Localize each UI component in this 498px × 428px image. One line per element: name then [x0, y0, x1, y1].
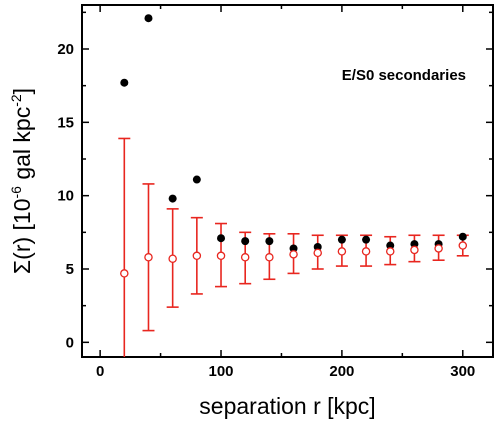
y-tick-label: 15 — [57, 114, 74, 131]
open-data-point — [240, 253, 250, 262]
y-tick-label: 20 — [57, 41, 74, 58]
filled-data-point — [289, 244, 298, 253]
axis-ticks — [82, 5, 493, 357]
open-data-point — [313, 248, 322, 258]
open-data-point — [410, 245, 419, 255]
open-data-point — [337, 247, 347, 256]
y-tick-label: 10 — [57, 188, 74, 205]
filled-data-point — [217, 234, 226, 243]
tick-labels: 0 100 200 300 0 5 10 15 20 — [57, 41, 475, 380]
filled-data-point — [458, 232, 467, 241]
y-axis-title-exponent-2: -2 — [8, 94, 24, 107]
filled-data-point — [386, 241, 395, 250]
y-axis-title-middle: gal kpc — [9, 107, 35, 186]
filled-data-point — [337, 235, 346, 244]
y-tick-label: 0 — [66, 334, 74, 351]
open-data-point — [120, 269, 129, 278]
x-tick-label: 0 — [96, 363, 104, 380]
x-tick-label: 300 — [450, 363, 475, 380]
x-axis-title: separation r [kpc] — [199, 393, 375, 419]
y-axis-title-prefix: Σ(r) [10 — [9, 199, 35, 275]
filled-data-point — [192, 175, 201, 184]
open-data-point — [361, 247, 371, 256]
filled-data-point — [144, 14, 153, 23]
open-data-point — [265, 253, 274, 262]
open-data-point — [144, 253, 153, 262]
open-data-point — [458, 241, 468, 250]
filled-data-point — [120, 78, 129, 87]
filled-data-point — [362, 235, 371, 244]
open-data-point — [168, 254, 177, 263]
open-data-point — [216, 251, 226, 261]
open-data-point — [385, 247, 395, 256]
open-data-point — [289, 250, 298, 259]
filled-data-point — [313, 243, 322, 251]
x-tick-label: 200 — [329, 363, 354, 380]
y-axis-title-suffix: ] — [9, 88, 35, 94]
filled-data-point — [241, 237, 250, 246]
open-data-point — [192, 251, 202, 261]
y-axis-title-exponent-1: -6 — [8, 186, 24, 199]
y-axis-title: Σ(r) [10-6 gal kpc-2] — [8, 88, 35, 274]
chart-annotation: E/S0 secondaries — [342, 67, 466, 84]
open-data-point — [434, 244, 443, 253]
filled-data-point — [168, 194, 177, 203]
plot-frame — [81, 4, 494, 358]
y-tick-label: 5 — [66, 261, 74, 278]
x-tick-label: 100 — [208, 363, 233, 380]
filled-data-point — [410, 240, 419, 249]
data-points — [120, 14, 468, 278]
filled-data-point — [265, 237, 274, 246]
